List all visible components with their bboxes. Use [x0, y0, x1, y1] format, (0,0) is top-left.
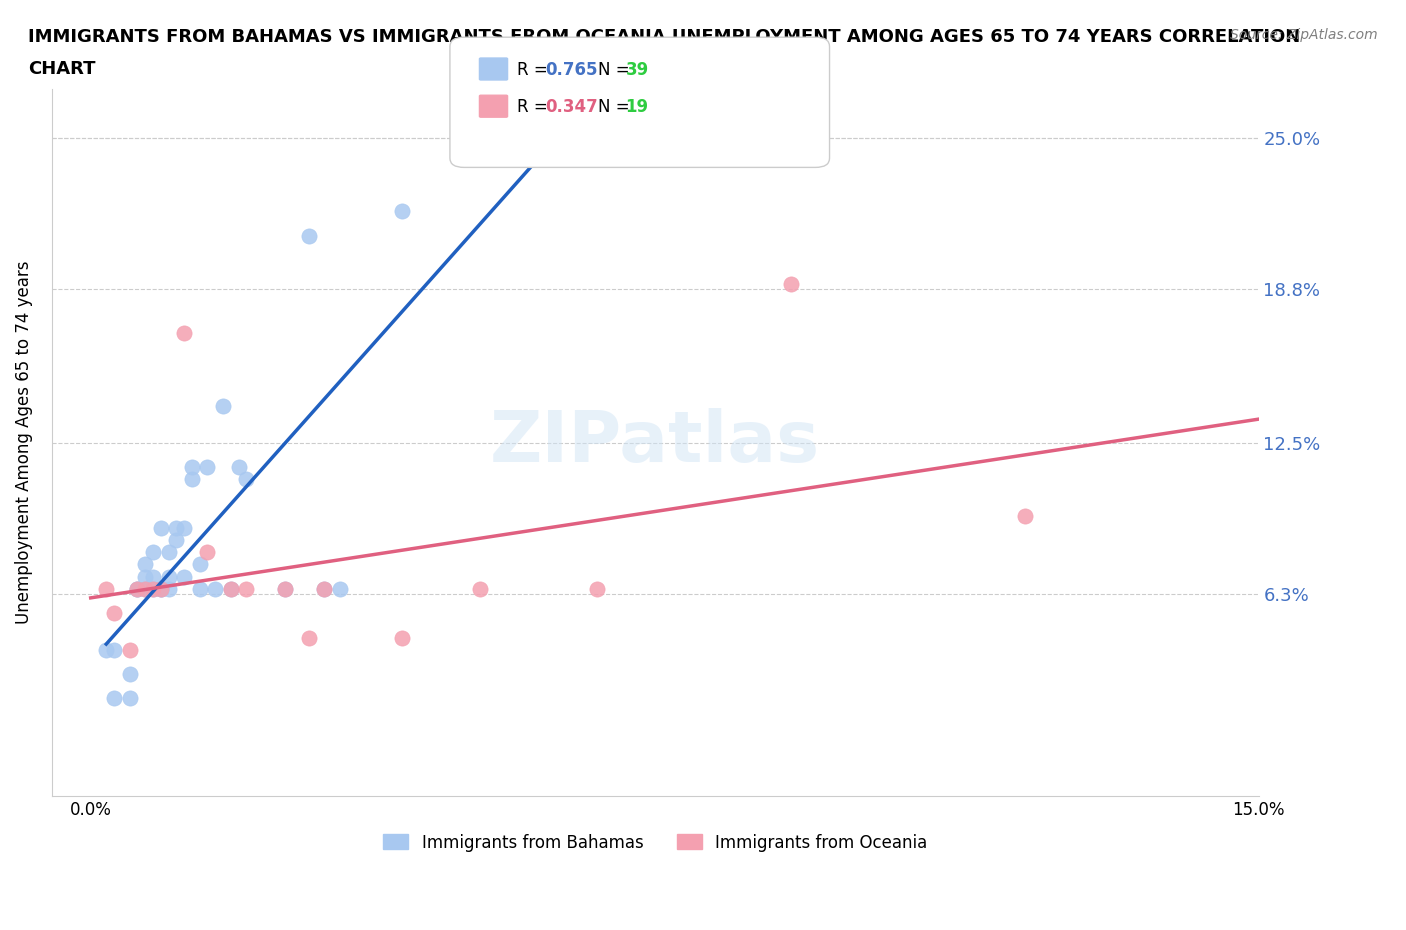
Point	[780, 277, 803, 292]
Point	[219, 581, 242, 596]
Point	[173, 326, 195, 340]
Point	[314, 581, 336, 596]
Point	[314, 581, 336, 596]
Point	[149, 521, 172, 536]
Text: 0.347: 0.347	[546, 98, 599, 116]
Text: R =: R =	[517, 60, 554, 79]
Point	[165, 533, 187, 548]
Text: ZIPatlas: ZIPatlas	[491, 408, 820, 477]
Point	[1014, 509, 1036, 524]
Point	[298, 631, 321, 645]
Point	[103, 643, 125, 658]
Point	[197, 545, 219, 560]
Point	[118, 643, 141, 658]
Point	[157, 581, 180, 596]
Point	[188, 557, 211, 572]
Point	[149, 581, 172, 596]
Point	[157, 569, 180, 584]
Point	[134, 581, 156, 596]
Point	[204, 581, 226, 596]
Point	[197, 459, 219, 474]
Point	[212, 399, 235, 414]
Point	[329, 581, 352, 596]
Point	[134, 581, 156, 596]
Point	[103, 605, 125, 620]
Point	[235, 472, 257, 486]
Point	[149, 581, 172, 596]
Point	[585, 581, 607, 596]
Point	[508, 106, 530, 121]
Point	[142, 581, 165, 596]
Point	[274, 581, 297, 596]
Point	[134, 569, 156, 584]
Text: IMMIGRANTS FROM BAHAMAS VS IMMIGRANTS FROM OCEANIA UNEMPLOYMENT AMONG AGES 65 TO: IMMIGRANTS FROM BAHAMAS VS IMMIGRANTS FR…	[28, 28, 1301, 46]
Text: 19: 19	[626, 98, 648, 116]
Point	[96, 581, 118, 596]
Point	[149, 581, 172, 596]
Text: 39: 39	[626, 60, 650, 79]
Point	[127, 581, 149, 596]
Point	[142, 545, 165, 560]
Point	[118, 691, 141, 706]
Point	[235, 581, 257, 596]
Point	[391, 204, 413, 219]
Point	[228, 459, 250, 474]
Point	[173, 521, 195, 536]
Point	[219, 581, 242, 596]
Point	[173, 569, 195, 584]
Point	[391, 631, 413, 645]
Text: N =: N =	[598, 98, 634, 116]
Legend: Immigrants from Bahamas, Immigrants from Oceania: Immigrants from Bahamas, Immigrants from…	[377, 827, 934, 858]
Text: CHART: CHART	[28, 60, 96, 78]
Point	[142, 569, 165, 584]
Point	[142, 581, 165, 596]
Point	[103, 691, 125, 706]
Text: N =: N =	[598, 60, 634, 79]
Text: R =: R =	[517, 98, 554, 116]
Point	[118, 667, 141, 682]
Point	[180, 472, 202, 486]
Point	[157, 545, 180, 560]
Point	[298, 228, 321, 243]
Y-axis label: Unemployment Among Ages 65 to 74 years: Unemployment Among Ages 65 to 74 years	[15, 261, 32, 624]
Point	[165, 521, 187, 536]
Point	[188, 581, 211, 596]
Point	[468, 581, 491, 596]
Text: Source: ZipAtlas.com: Source: ZipAtlas.com	[1230, 28, 1378, 42]
Text: 0.765: 0.765	[546, 60, 598, 79]
Point	[274, 581, 297, 596]
Point	[127, 581, 149, 596]
Point	[180, 459, 202, 474]
Point	[134, 557, 156, 572]
Point	[96, 643, 118, 658]
Point	[127, 581, 149, 596]
